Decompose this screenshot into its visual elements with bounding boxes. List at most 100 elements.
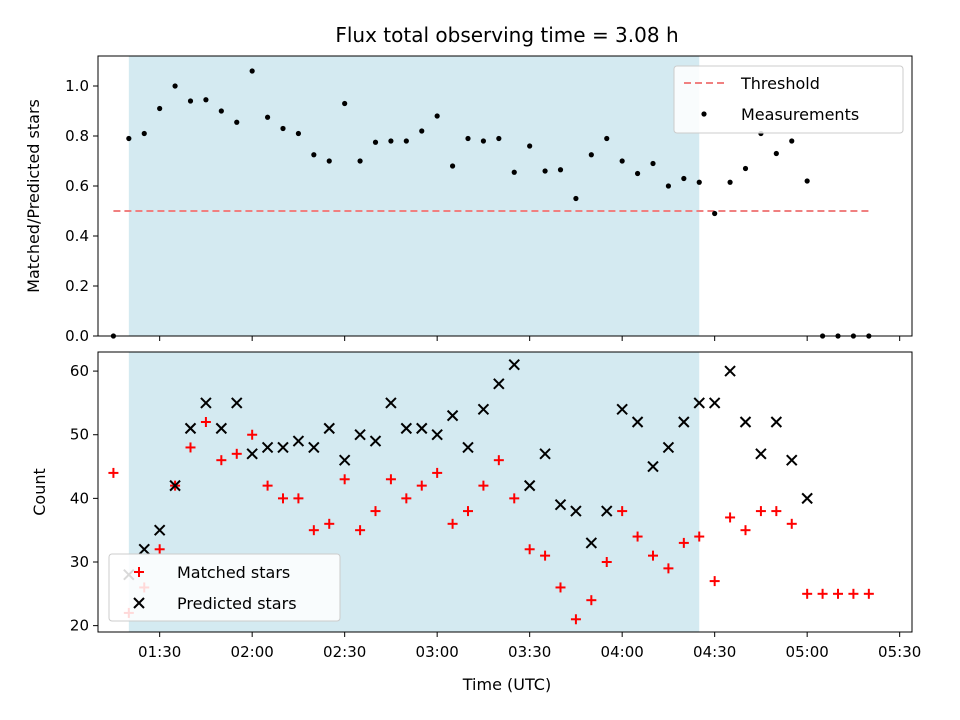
measurement-point (742, 165, 749, 172)
top-ytick-label: 0.0 (65, 327, 89, 345)
matched-stars-point (293, 493, 304, 504)
predicted-stars-point (601, 505, 613, 517)
predicted-stars-point (184, 422, 197, 435)
predicted-stars-point (647, 460, 659, 473)
matched-stars-point (493, 455, 504, 466)
measurement-point (372, 139, 379, 145)
predicted-stars-point (292, 435, 305, 447)
predicted-stars-point (508, 359, 520, 371)
measurement-point (249, 68, 255, 74)
predicted-stars-point (446, 409, 459, 422)
predicted-stars-point (462, 441, 474, 454)
matched-stars-point (694, 531, 705, 542)
matched-stars-point (432, 467, 443, 478)
bot-ytick-label: 40 (70, 489, 89, 507)
matched-stars-point (509, 493, 520, 504)
measurement-point (342, 100, 348, 107)
matched-stars-point (154, 544, 165, 555)
bottom-xticks-layer: 01:30 02:00 02:30 03:00 03:30 04:00 04:30 05:00… (138, 632, 921, 661)
matched-stars-point (601, 557, 612, 567)
matched-stars-point (401, 493, 412, 504)
measurement-point (604, 135, 610, 142)
matched-stars-point (755, 506, 766, 517)
measurement-point (388, 138, 394, 144)
predicted-stars-point (616, 403, 628, 415)
legend-predicted-label: Predicted stars (177, 594, 297, 613)
matched-stars-point (200, 417, 211, 427)
bottom-yticks-layer: 20 30 40 50 60 (70, 362, 98, 635)
measurement-point (804, 178, 810, 184)
top-ytick-label: 0.8 (65, 127, 89, 145)
measurement-point (295, 130, 302, 137)
measurement-point (527, 143, 533, 149)
measurement-point (634, 170, 641, 177)
matched-stars-point (617, 506, 628, 517)
predicted-stars-point (369, 435, 382, 447)
measurement-point (588, 152, 594, 158)
predicted-stars-point (231, 397, 243, 409)
measurement-point (311, 152, 317, 158)
measurement-point (789, 138, 795, 144)
measurement-point (496, 135, 502, 142)
predicted-stars-point (215, 422, 228, 435)
matched-stars-point (524, 544, 535, 555)
legend-measurements-swatch (701, 111, 707, 117)
top-observing-span (128, 56, 700, 336)
matched-stars-point (632, 531, 643, 542)
matched-stars-point (771, 506, 782, 517)
measurement-point (218, 108, 224, 114)
top-legend: Threshold Measurements (673, 65, 904, 134)
measurement-point (280, 125, 286, 132)
predicted-stars-point (678, 416, 690, 428)
measurement-point (203, 97, 209, 103)
predicted-stars-point (338, 454, 351, 466)
predicted-stars-point (739, 416, 752, 428)
predicted-stars-point (554, 499, 567, 511)
measurement-point (696, 179, 702, 185)
predicted-stars-point (631, 416, 644, 428)
predicted-stars-point (323, 422, 335, 435)
matched-stars-point (678, 537, 689, 548)
xtick-label: 02:30 (323, 643, 366, 661)
predicted-stars-point (585, 537, 598, 549)
predicted-stars-point (431, 429, 443, 441)
predicted-stars-point (416, 422, 428, 435)
measurement-point (141, 130, 147, 137)
legend-measurements-label: Measurements (741, 105, 859, 124)
xtick-label: 04:00 (601, 643, 644, 661)
measurement-point (326, 158, 332, 164)
legend-matched-label: Matched stars (177, 563, 290, 582)
predicted-stars-point (801, 492, 813, 505)
matched-stars-point (817, 588, 828, 599)
measurement-point (157, 105, 163, 112)
predicted-stars-point (385, 397, 397, 409)
x-axis-label: Time (UTC) (462, 675, 551, 694)
bottom-legend: Matched stars Predicted stars (108, 553, 341, 622)
measurement-point (172, 83, 178, 89)
matched-stars-point (570, 614, 581, 625)
measurement-point (557, 167, 564, 173)
predicted-stars-point (693, 397, 705, 409)
measurement-point (187, 98, 194, 104)
measurement-point (681, 175, 687, 182)
predicted-stars-point (400, 422, 413, 435)
measurement-point (665, 183, 672, 189)
top-ytick-label: 0.2 (65, 277, 89, 295)
measurement-point (465, 135, 471, 142)
bot-ytick-label: 60 (70, 362, 89, 380)
legend-predicted-swatch (133, 597, 145, 609)
legend-threshold-label: Threshold (740, 74, 820, 93)
bottom-panel: 20 30 40 50 60 01:30 02:00 02:30 03:00 03:30 04:0… (30, 351, 921, 694)
xtick-label: 03:30 (508, 643, 551, 661)
xtick-label: 03:00 (416, 643, 459, 661)
predicted-stars-point (724, 365, 736, 377)
matched-stars-point (463, 506, 473, 517)
measurement-point (650, 160, 656, 167)
matched-stars-point (802, 588, 813, 599)
xtick-label: 05:00 (786, 643, 829, 661)
xtick-label: 02:00 (231, 643, 274, 661)
measurement-point (234, 119, 240, 125)
measurement-point (511, 169, 517, 175)
matched-stars-point (185, 442, 196, 453)
bottom-y-axis-label: Count (30, 468, 49, 516)
